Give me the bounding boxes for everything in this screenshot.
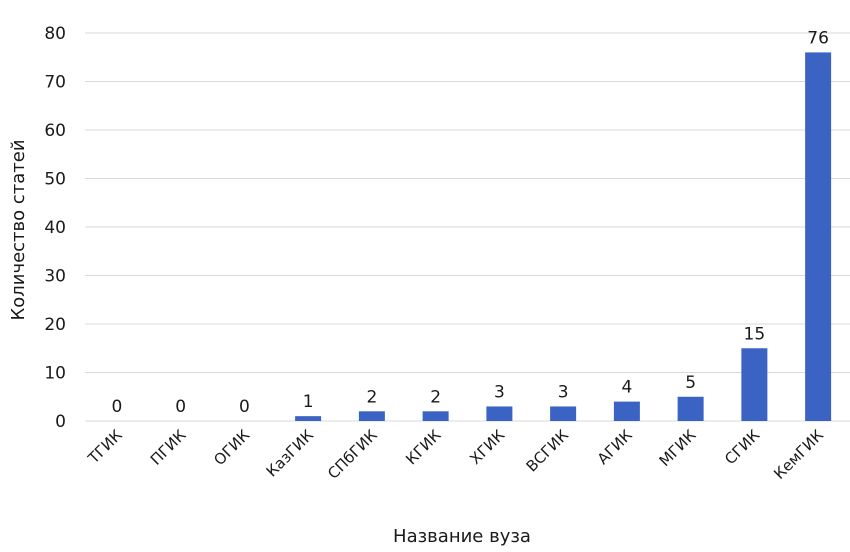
y-axis-ticks: 0 10 20 30 40 50 60 70 80 — [44, 24, 66, 432]
x-tick-label: МГИК — [656, 426, 700, 470]
bar — [613, 401, 640, 421]
x-tick-label: СПбГИК — [324, 426, 381, 483]
data-label: 0 — [111, 397, 122, 417]
data-label: 1 — [303, 392, 314, 412]
x-tick-label: ОГИК — [210, 426, 253, 469]
bar — [805, 52, 832, 422]
bar — [422, 411, 449, 421]
bars — [295, 52, 832, 422]
data-label: 76 — [807, 28, 829, 48]
x-tick-label: КГИК — [402, 426, 444, 468]
bar — [741, 348, 768, 421]
y-tick-label: 10 — [44, 364, 66, 384]
x-tick-label: ТГИК — [84, 426, 126, 468]
x-axis-ticks: ТГИК ПГИК ОГИК КазГИК СПбГИК КГИК ХГИК ВСГИК АГИ… — [84, 426, 827, 483]
x-tick-label: ПГИК — [147, 426, 190, 469]
data-label: 3 — [494, 382, 505, 402]
data-label: 5 — [685, 373, 696, 393]
y-tick-label: 0 — [55, 412, 66, 432]
data-label: 2 — [366, 387, 377, 407]
x-tick-label: АГИК — [594, 426, 636, 468]
y-tick-label: 20 — [44, 315, 66, 335]
data-label: 0 — [239, 397, 250, 417]
bar — [295, 416, 322, 421]
x-axis-title: Название вуза — [393, 526, 531, 547]
bar — [486, 406, 513, 421]
y-tick-label: 70 — [44, 73, 66, 93]
x-tick-label: СГИК — [721, 426, 763, 468]
data-labels: 0 0 0 1 2 2 3 3 4 5 15 76 — [111, 28, 828, 417]
y-tick-label: 80 — [44, 24, 66, 44]
data-label: 2 — [430, 387, 441, 407]
y-tick-label: 60 — [44, 121, 66, 141]
bar — [358, 411, 385, 421]
x-tick-label: КемГИК — [770, 426, 827, 483]
y-axis-title: Количество статей — [8, 139, 29, 320]
data-label: 3 — [558, 382, 569, 402]
y-tick-label: 50 — [44, 170, 66, 190]
x-tick-label: ВСГИК — [523, 426, 573, 476]
y-tick-label: 30 — [44, 267, 66, 287]
x-tick-label: КазГИК — [263, 426, 318, 481]
y-tick-label: 40 — [44, 218, 66, 238]
data-label: 0 — [175, 397, 186, 417]
data-label: 15 — [744, 324, 766, 344]
bar — [550, 406, 577, 421]
x-tick-label: ХГИК — [466, 426, 508, 468]
bar — [677, 396, 704, 421]
gridlines — [85, 32, 850, 422]
data-label: 4 — [621, 378, 632, 398]
